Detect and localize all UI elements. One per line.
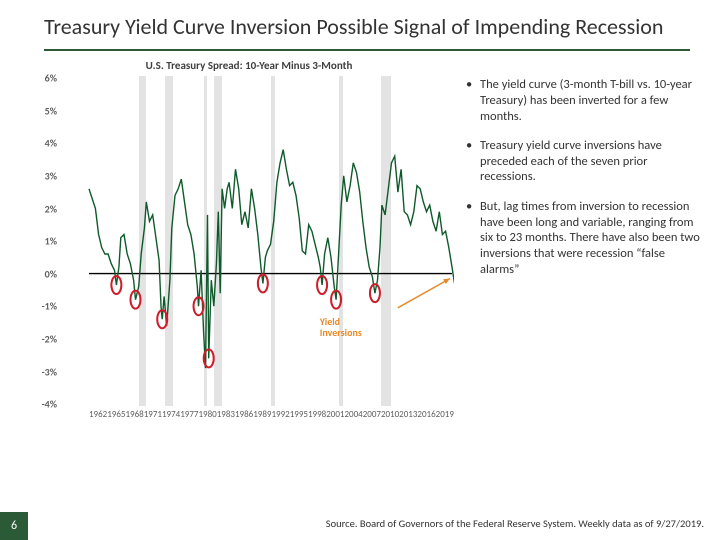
y-axis-label: 4% <box>37 137 57 150</box>
y-axis-label: 2% <box>37 202 57 215</box>
annotation-arrow <box>398 279 450 308</box>
yield-spread-line <box>89 150 454 368</box>
bullet-item: The yield curve (3-month T-bill vs. 10-y… <box>466 77 704 124</box>
page-title: Treasury Yield Curve Inversion Possible … <box>44 14 690 39</box>
y-axis-label: 0% <box>37 267 57 280</box>
y-axis-label: -3% <box>37 365 57 378</box>
y-axis-label: -4% <box>37 398 57 411</box>
x-axis-labels: 1962196519681971197419771980198319861989… <box>89 409 454 420</box>
y-axis-label: 1% <box>37 235 57 248</box>
bullet-item: But, lag times from inversion to recessi… <box>466 199 704 277</box>
chart-annotation: YieldInversions <box>320 317 362 338</box>
bullet-item: Treasury yield curve inversions have pre… <box>466 138 704 185</box>
y-axis-label: -1% <box>37 300 57 313</box>
y-axis-label: 6% <box>37 72 57 85</box>
page-number-badge: 6 <box>0 512 28 540</box>
y-axis-label: 5% <box>37 104 57 117</box>
chart-area: U.S. Treasury Spread: 10-Year Minus 3-Mo… <box>44 59 454 406</box>
bullets-list: The yield curve (3-month T-bill vs. 10-y… <box>454 59 710 406</box>
y-axis-label: -2% <box>37 333 57 346</box>
y-axis-label: 3% <box>37 170 57 183</box>
chart-title: U.S. Treasury Spread: 10-Year Minus 3-Mo… <box>44 59 454 72</box>
source-text: Source. Board of Governors of the Federa… <box>0 517 708 530</box>
chart-plot: 6%5%4%3%2%1%0%-1%-2%-3%-4%19621965196819… <box>59 76 454 406</box>
chart-svg <box>59 76 454 406</box>
